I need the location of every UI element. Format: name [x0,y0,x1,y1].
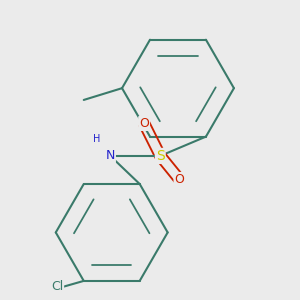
Text: Cl: Cl [51,280,63,293]
Text: O: O [175,173,184,186]
Text: S: S [156,149,165,163]
Text: O: O [139,117,149,130]
Text: H: H [93,134,100,144]
Text: N: N [106,149,115,162]
